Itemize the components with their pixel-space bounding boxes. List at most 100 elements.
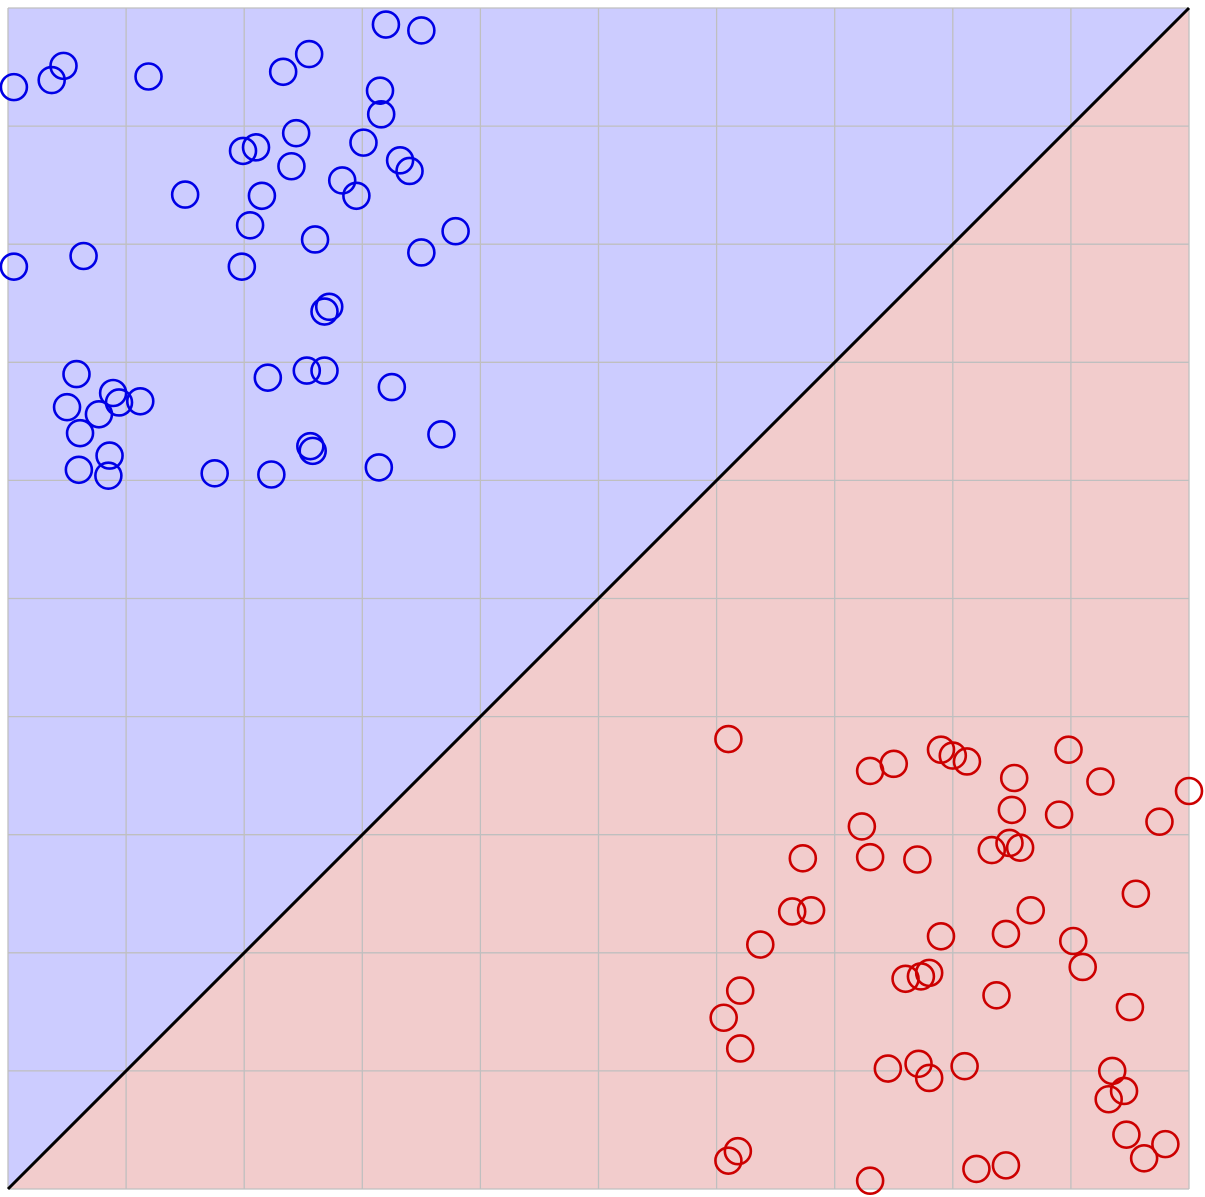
red-class-point xyxy=(982,981,1011,1010)
blue-class-point xyxy=(366,99,396,129)
red-class-point xyxy=(745,930,775,959)
blue-class-point xyxy=(64,455,94,485)
red-class-point xyxy=(725,976,755,1005)
blue-class-point xyxy=(84,399,114,429)
red-class-point xyxy=(999,763,1029,793)
red-class-point xyxy=(788,844,818,873)
red-class-point xyxy=(952,747,982,776)
red-class-point xyxy=(723,1136,753,1166)
grid-lines xyxy=(7,7,1190,1190)
blue-class-point xyxy=(364,453,394,482)
red-class-point xyxy=(903,845,932,874)
blue-class-point xyxy=(125,386,155,416)
blue-class-point xyxy=(241,133,271,162)
red-class-point xyxy=(1016,895,1046,925)
red-class-point xyxy=(977,835,1007,865)
red-class-point xyxy=(891,964,920,994)
red-class-point xyxy=(879,749,909,779)
red-class-point xyxy=(714,724,743,754)
blue-class-point xyxy=(298,436,327,466)
red-class-point xyxy=(714,1146,743,1175)
red-class-point xyxy=(1151,1129,1180,1159)
red-class-point xyxy=(709,1003,738,1033)
blue-class-point xyxy=(170,180,200,209)
blue-class-point xyxy=(407,238,436,267)
red-class-point xyxy=(1112,1120,1141,1149)
blue-class-point xyxy=(377,372,407,402)
red-class-point xyxy=(725,1034,755,1063)
red-class-point xyxy=(1054,735,1083,764)
blue-class-point xyxy=(349,128,378,157)
blue-class-point xyxy=(365,76,395,105)
decision-boundary-group xyxy=(6,6,1191,1191)
decision-boundary-line xyxy=(6,6,1191,1191)
blue-class-point xyxy=(296,431,325,461)
red-class-point xyxy=(938,741,968,770)
red-class-point xyxy=(991,1151,1021,1180)
red-class-point xyxy=(991,919,1021,949)
red-class-point xyxy=(950,1051,979,1081)
blue-class-point xyxy=(62,359,91,389)
blue-class-point xyxy=(257,460,286,489)
blue-class-point xyxy=(385,146,415,175)
blue-class-point xyxy=(69,241,98,271)
red-class-point xyxy=(1121,879,1151,909)
red-class-point xyxy=(1094,1084,1123,1114)
blue-class-point xyxy=(247,181,277,211)
blue-class-point xyxy=(94,461,123,490)
red-class-point xyxy=(1129,1143,1159,1173)
blue-class-point xyxy=(200,459,229,488)
red-class-point xyxy=(1109,1076,1139,1106)
blue-class-point xyxy=(327,166,357,195)
blue-class-point xyxy=(310,297,339,326)
blue-class-point xyxy=(228,136,258,166)
red-class-point xyxy=(855,842,885,872)
blue-class-point xyxy=(300,225,330,254)
blue-class-point xyxy=(95,441,124,470)
blue-class-point xyxy=(277,151,306,181)
red-class-point xyxy=(904,1049,933,1079)
red-class-point xyxy=(1174,776,1204,806)
red-class-point xyxy=(997,795,1027,825)
blue-class-point xyxy=(371,10,401,39)
blue-class-point xyxy=(281,118,311,148)
blue-class-point xyxy=(134,62,163,91)
blue-class-point xyxy=(407,16,436,45)
blue-class-point xyxy=(314,292,344,322)
blue-class-point xyxy=(268,57,298,87)
red-class-point xyxy=(1145,807,1174,837)
blue-class-point xyxy=(292,356,322,385)
red-class-point xyxy=(873,1054,903,1083)
red-class-series xyxy=(709,724,1204,1196)
red-class-point xyxy=(914,1063,944,1093)
red-class-point xyxy=(796,895,826,925)
blue-class-point xyxy=(235,211,265,240)
red-class-point xyxy=(777,897,807,926)
red-class-point xyxy=(847,812,877,841)
blue-class-point xyxy=(427,420,456,449)
data-points xyxy=(0,10,1204,1196)
blue-class-point xyxy=(227,252,257,281)
blue-class-point xyxy=(395,156,424,186)
red-class-point xyxy=(1086,767,1115,796)
red-class-point xyxy=(1005,833,1035,862)
red-class-point xyxy=(1058,926,1088,956)
red-class-point xyxy=(926,921,956,951)
blue-class-point xyxy=(441,216,470,246)
red-class-point xyxy=(1044,800,1074,829)
blue-class-series xyxy=(0,10,470,490)
blue-class-point xyxy=(310,356,339,385)
blue-class-point xyxy=(49,51,78,81)
blue-class-point xyxy=(52,392,82,422)
blue-class-point xyxy=(253,363,283,392)
blue-class-point xyxy=(342,181,371,211)
red-class-point xyxy=(855,1166,885,1196)
red-class-point xyxy=(1068,952,1098,982)
blue-class-point xyxy=(65,418,95,448)
red-class-point xyxy=(1115,992,1145,1022)
blue-class-point xyxy=(0,252,29,281)
red-class-point xyxy=(962,1154,991,1184)
blue-class-point xyxy=(0,72,29,102)
blue-class-point xyxy=(294,39,324,69)
